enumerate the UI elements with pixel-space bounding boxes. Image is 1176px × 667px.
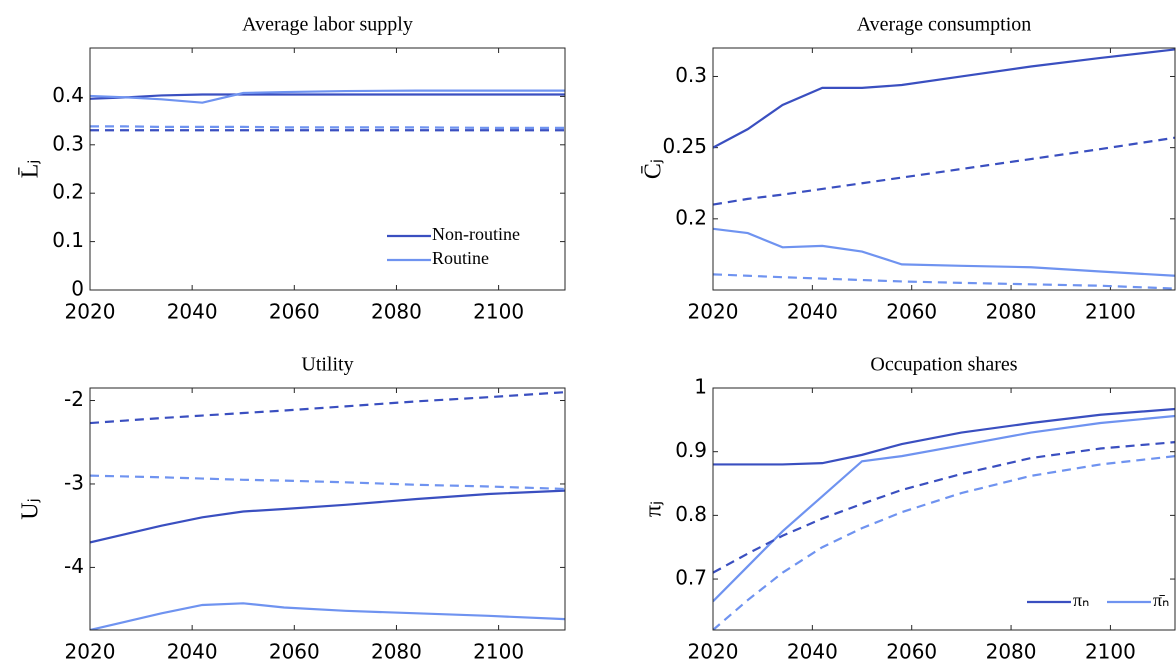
x-tick-label: 2040	[787, 640, 838, 664]
lines	[713, 407, 1175, 630]
y-tick-label: 0.1	[52, 228, 84, 252]
panel-title: Utility	[301, 354, 353, 376]
panel: Average labor supply L̄ⱼ 2020 2040 2060 2080 2…	[18, 14, 566, 324]
series-line	[90, 602, 565, 630]
x-tick-label: 2060	[886, 300, 937, 324]
series-line	[713, 48, 1175, 149]
axes-box	[89, 47, 566, 291]
plot-area	[90, 388, 565, 630]
plot-area	[90, 48, 565, 290]
y-axis-label: C̄ⱼ	[641, 159, 667, 179]
x-tick-label: 2080	[986, 300, 1037, 324]
series-line	[90, 89, 565, 104]
plot-area	[713, 388, 1175, 630]
series-line	[90, 489, 565, 544]
series-line	[713, 455, 1175, 630]
y-tick-label: 0.4	[52, 83, 84, 107]
panel: Utility Uⱼ 2020 2040 2060 2080 2100 -4 -3 -2	[18, 354, 566, 664]
y-tick-label: 0.2	[52, 180, 84, 204]
x-tick-label: 2100	[1085, 640, 1136, 664]
x-tick-label: 2100	[473, 640, 524, 664]
series-line	[713, 227, 1175, 277]
y-axis-label: L̄ⱼ	[18, 160, 44, 179]
y-tick-label: 0.3	[675, 63, 707, 87]
legend-label: πₙ	[1073, 590, 1089, 610]
series-line	[90, 391, 565, 425]
x-tick-label: 2080	[986, 640, 1037, 664]
panel-title: Average labor supply	[242, 14, 413, 36]
y-tick-label: 0.8	[675, 502, 707, 526]
lines	[90, 391, 565, 630]
y-tick-label: 0.7	[675, 566, 707, 590]
y-axis-label: Uⱼ	[18, 498, 44, 520]
x-tick-label: 2080	[371, 640, 422, 664]
y-tick-label: -4	[64, 554, 84, 578]
plot-area	[713, 48, 1175, 290]
legend-label: Non-routine	[432, 224, 520, 244]
x-tick-label: 2020	[65, 300, 116, 324]
x-tick-label: 2060	[269, 300, 320, 324]
x-tick-label: 2020	[65, 640, 116, 664]
panel-title: Occupation shares	[870, 354, 1017, 376]
x-tick-label: 2020	[688, 640, 739, 664]
x-tick-label: 2020	[688, 300, 739, 324]
series-line	[90, 125, 565, 129]
x-tick-label: 2100	[1085, 300, 1136, 324]
lines	[90, 89, 565, 132]
axes-box	[712, 387, 1176, 631]
y-tick-label: 1	[694, 375, 707, 399]
series-line	[713, 273, 1175, 290]
panel: Occupation shares πⱼ 2020 2040 2060 2080 2100 0…	[641, 354, 1176, 664]
x-tick-label: 2080	[371, 300, 422, 324]
x-tick-label: 2040	[167, 640, 218, 664]
x-tick-label: 2060	[269, 640, 320, 664]
panel-title: Average consumption	[857, 14, 1032, 36]
y-tick-label: -3	[64, 470, 84, 494]
y-tick-label: -2	[64, 387, 84, 411]
panel: Average consumption C̄ⱼ 2020 2040 2060 2080 21…	[641, 14, 1176, 324]
series-line	[90, 474, 565, 491]
y-tick-label: 0.2	[675, 205, 707, 229]
y-tick-label: 0	[71, 277, 84, 301]
legend-label: π̄ₙ	[1153, 590, 1169, 610]
y-axis-label: πⱼ	[641, 501, 667, 517]
axes-box	[712, 47, 1176, 291]
series-line	[713, 407, 1175, 466]
axes-box	[89, 387, 566, 631]
x-tick-label: 2060	[886, 640, 937, 664]
series-line	[713, 136, 1175, 206]
x-tick-label: 2040	[787, 300, 838, 324]
y-tick-label: 0.25	[662, 134, 707, 158]
series-line	[713, 414, 1175, 603]
legend-label: Routine	[432, 248, 489, 268]
y-tick-label: 0.9	[675, 438, 707, 462]
lines	[713, 48, 1175, 290]
series-line	[713, 441, 1175, 574]
series-line	[90, 93, 565, 100]
y-tick-label: 0.3	[52, 131, 84, 155]
x-tick-label: 2040	[167, 300, 218, 324]
x-tick-label: 2100	[473, 300, 524, 324]
